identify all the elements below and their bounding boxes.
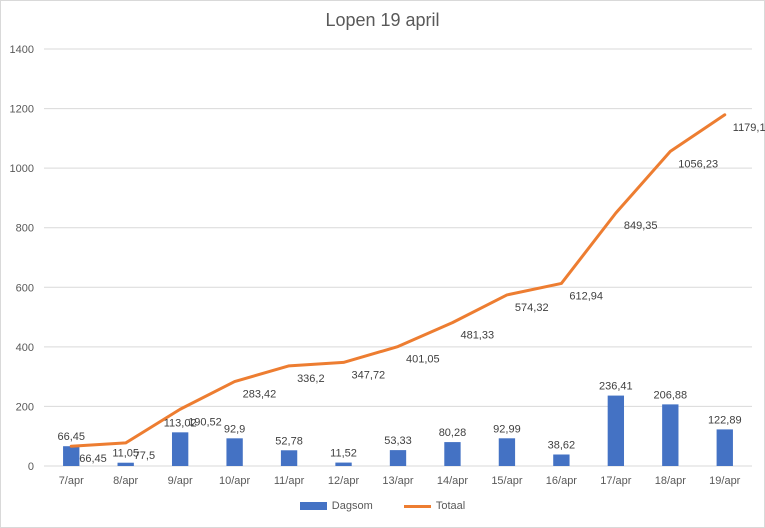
x-tick-label-8: 15/apr [491, 475, 523, 487]
legend-label-dagsom: Dagsom [331, 500, 373, 513]
y-tick-label-4: 800 [16, 223, 34, 235]
bar-label-dagsom-3: 92,9 [224, 423, 245, 435]
line-series-totaal [69, 113, 727, 448]
bar-series-dagsom [63, 395, 733, 466]
legend-label-totaal: Totaal [435, 500, 466, 513]
bar-dagsom-0 [63, 446, 80, 466]
bar-label-dagsom-0: 66,45 [57, 431, 85, 443]
line-label-totaal-8: 574,32 [515, 302, 549, 314]
bar-dagsom-1 [117, 462, 134, 466]
y-tick-label-6: 1200 [10, 104, 34, 116]
x-tick-label-7: 14/apr [437, 475, 469, 487]
x-tick-label-12: 19/apr [709, 475, 741, 487]
x-tick-label-3: 10/apr [219, 475, 251, 487]
x-tick-label-0: 7/apr [59, 475, 84, 487]
legend: Dagsom Totaal [0, 500, 765, 512]
line-label-totaal-5: 347,72 [352, 369, 386, 381]
x-axis: 7/apr 8/apr 9/apr 10/apr 11/apr 12/apr 13/apr 1… [59, 475, 741, 487]
bar-data-labels: 66,45 11,05 113,02 92,9 52,78 11,52 53,33 80,28… [57, 381, 741, 460]
line-label-totaal-0: 66,45 [79, 453, 107, 465]
bar-dagsom-4 [280, 450, 298, 466]
y-tick-label-7: 1400 [10, 44, 34, 56]
y-tick-label-2: 400 [16, 342, 34, 354]
x-tick-label-1: 8/apr [113, 475, 138, 487]
line-label-totaal-6: 401,05 [406, 354, 440, 366]
bar-label-dagsom-12: 122,89 [708, 414, 742, 426]
chart-title: Lopen 19 april [325, 10, 440, 30]
bar-dagsom-5 [335, 462, 352, 466]
x-tick-label-6: 13/apr [382, 475, 414, 487]
legend-swatch-totaal [403, 504, 431, 508]
legend-item-totaal[interactable]: Totaal [403, 500, 466, 513]
bar-label-dagsom-5: 11,52 [330, 448, 357, 460]
line-label-totaal-4: 336,2 [297, 373, 325, 385]
x-tick-label-2: 9/apr [168, 475, 193, 487]
bar-label-dagsom-4: 52,78 [275, 435, 303, 447]
line-label-totaal-1: 77,5 [134, 450, 155, 462]
bar-label-dagsom-11: 206,88 [653, 389, 687, 401]
bar-dagsom-11 [662, 404, 679, 466]
line-label-totaal-10: 849,35 [624, 220, 658, 232]
line-label-totaal-11: 1056,23 [678, 158, 718, 170]
y-tick-label-0: 0 [28, 461, 34, 473]
gridlines [44, 48, 752, 467]
line-label-totaal-3: 283,42 [243, 389, 277, 401]
bar-label-dagsom-10: 236,41 [599, 381, 633, 393]
x-tick-label-11: 18/apr [655, 475, 687, 487]
bar-dagsom-3 [226, 438, 243, 466]
bar-label-dagsom-2: 113,02 [164, 417, 197, 429]
x-tick-label-10: 17/apr [600, 475, 632, 487]
bar-dagsom-12 [716, 429, 733, 466]
line-label-totaal-9: 612,94 [569, 290, 603, 302]
legend-item-dagsom[interactable]: Dagsom [299, 500, 373, 513]
bar-dagsom-6 [389, 450, 407, 466]
bar-dagsom-10 [607, 395, 625, 466]
bar-dagsom-8 [498, 438, 516, 466]
legend-swatch-dagsom [299, 502, 327, 511]
y-axis: 0 200 400 600 800 1000 1200 1400 [10, 44, 34, 473]
y-tick-label-1: 200 [16, 401, 34, 413]
line-label-totaal-7: 481,33 [460, 330, 494, 342]
bar-dagsom-9 [553, 454, 570, 466]
bar-label-dagsom-9: 38,62 [548, 439, 576, 451]
line-label-totaal-2: 190,52 [188, 416, 222, 428]
bar-label-dagsom-6: 53,33 [384, 435, 412, 447]
x-tick-label-4: 11/apr [274, 475, 305, 487]
line-label-totaal-12: 1179,12 [733, 122, 765, 134]
bar-dagsom-2 [171, 432, 189, 466]
line-data-labels: 66,45 77,5 190,52 283,42 336,2 347,72 401,05 48… [79, 122, 765, 465]
bar-label-dagsom-1: 11,05 [112, 448, 139, 460]
x-tick-label-9: 16/apr [546, 475, 578, 487]
x-tick-label-5: 12/apr [328, 475, 360, 487]
bar-label-dagsom-8: 92,99 [493, 423, 521, 435]
bar-dagsom-7 [444, 442, 461, 466]
line-totaal [69, 113, 727, 448]
y-tick-label-5: 1000 [10, 163, 34, 175]
y-tick-label-3: 600 [16, 282, 34, 294]
bar-label-dagsom-7: 80,28 [439, 427, 467, 439]
